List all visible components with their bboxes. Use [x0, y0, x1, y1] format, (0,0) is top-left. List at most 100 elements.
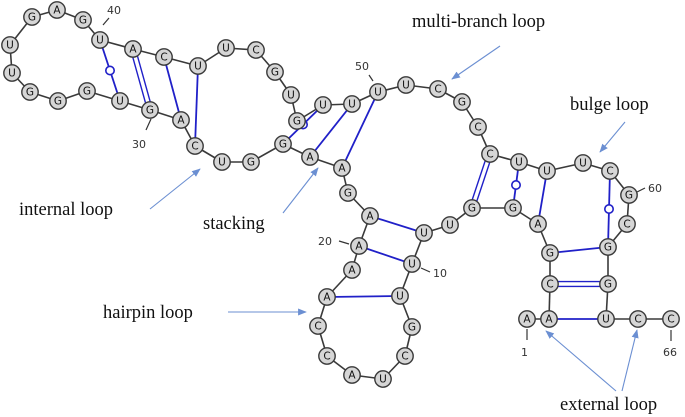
- nucleotide: U: [441, 216, 459, 234]
- nucleotide-circle: [599, 275, 617, 293]
- nucleotide: C: [481, 145, 499, 163]
- nucleotide-circle: [213, 153, 231, 171]
- nucleotide: U: [282, 86, 300, 104]
- nucleotide: C: [309, 317, 327, 335]
- nucleotide-base: C: [474, 122, 481, 134]
- nucleotide-circle: [274, 135, 292, 153]
- base-pair-gc: [134, 48, 153, 110]
- nucleotide: G: [599, 238, 617, 256]
- nucleotide-base: A: [545, 314, 553, 326]
- position-label-50: 50: [355, 60, 369, 73]
- nucleotide: U: [314, 96, 332, 114]
- nucleotide-circle: [403, 255, 421, 273]
- label-internal-loop: internal loop: [19, 200, 113, 220]
- label-hairpin-loop: hairpin loop: [103, 303, 193, 323]
- nucleotide: C: [469, 118, 487, 136]
- nucleotide-circle: [662, 310, 680, 328]
- nucleotide-base: G: [344, 188, 352, 200]
- nucleotide-base: U: [6, 40, 14, 52]
- nucleotide-base: C: [546, 279, 553, 291]
- nucleotide-base: G: [279, 139, 287, 151]
- nucleotide-base: A: [306, 152, 314, 164]
- nucleotide-base: G: [604, 279, 612, 291]
- nucleotide: A: [124, 40, 142, 58]
- position-label-20: 20: [318, 235, 332, 248]
- nucleotide: U: [415, 224, 433, 242]
- nucleotide-base: G: [79, 15, 87, 27]
- nucleotide: C: [186, 137, 204, 155]
- nucleotide-circle: [111, 92, 129, 110]
- nucleotide: C: [601, 162, 619, 180]
- nucleotide-circle: [540, 310, 558, 328]
- nucleotide: G: [541, 244, 559, 262]
- nucleotide: A: [48, 1, 66, 19]
- base-pair-gc: [473, 154, 493, 209]
- nucleotide-circle: [242, 153, 260, 171]
- nucleotide-base: U: [446, 220, 454, 232]
- tick-30: [145, 118, 152, 131]
- nucleotide-base: C: [252, 45, 259, 57]
- nucleotide: A: [301, 148, 319, 166]
- nucleotide-base: A: [323, 292, 331, 304]
- nucleotide-circle: [620, 186, 638, 204]
- nucleotide: G: [599, 275, 617, 293]
- nucleotide-circle: [343, 261, 361, 279]
- nucleotide-circle: [441, 216, 459, 234]
- arrow-stacking: [282, 167, 319, 214]
- label-stacking: stacking: [203, 214, 265, 234]
- nucleotide-circle: [21, 83, 39, 101]
- nucleotide-circle: [318, 288, 336, 306]
- nucleotide-base: U: [579, 158, 587, 170]
- nucleotide-base: A: [177, 115, 185, 127]
- nucleotide: G: [74, 11, 92, 29]
- nucleotide-base: A: [366, 211, 374, 223]
- label-external-loop: external loop: [560, 395, 657, 415]
- position-number-layer: 1 10 20 30 40 50 60 66: [102, 4, 677, 359]
- nucleotide: C: [429, 80, 447, 98]
- nucleotide-circle: [391, 287, 409, 305]
- nucleotide-circle: [397, 76, 415, 94]
- nucleotide-base: G: [408, 322, 416, 334]
- nucleotide: A: [343, 261, 361, 279]
- nucleotide: G: [266, 63, 284, 81]
- nucleotide-base: G: [604, 242, 612, 254]
- nucleotide-circle: [91, 31, 109, 49]
- nucleotide-base: G: [247, 157, 255, 169]
- nucleotide-circle: [429, 80, 447, 98]
- nucleotide-base: U: [420, 228, 428, 240]
- nucleotide-circle: [396, 347, 414, 365]
- nucleotide-base: A: [53, 5, 61, 17]
- nucleotide: U: [510, 153, 528, 171]
- nucleotide: U: [91, 31, 109, 49]
- annotation-layer: multi-branch loop bulge loop internal lo…: [19, 12, 657, 415]
- nucleotide-circle: [339, 184, 357, 202]
- nucleotide: U: [213, 153, 231, 171]
- nucleotide: A: [343, 366, 361, 384]
- nucleotide-base: G: [83, 86, 91, 98]
- base-pair-au: [309, 103, 353, 158]
- nucleotide-base: G: [625, 190, 633, 202]
- nucleotide-base: A: [355, 241, 363, 253]
- nucleotide: U: [3, 64, 21, 82]
- nucleotide-circle: [282, 86, 300, 104]
- nucleotide-circle: [266, 63, 284, 81]
- nucleotide-circle: [186, 137, 204, 155]
- nucleotide: A: [518, 310, 536, 328]
- nucleotide-base: U: [348, 99, 356, 111]
- nucleotide: G: [620, 186, 638, 204]
- position-label-30: 30: [132, 138, 146, 151]
- nucleotide-base: G: [546, 248, 554, 260]
- nucleotide-base: U: [194, 61, 202, 73]
- position-label-1: 1: [521, 346, 528, 359]
- nucleotide: U: [189, 57, 207, 75]
- nucleotide: U: [391, 287, 409, 305]
- nucleotide-circle: [74, 11, 92, 29]
- nucleotide-base: C: [323, 351, 330, 363]
- nucleotide-circle: [599, 238, 617, 256]
- nucleotide: G: [78, 82, 96, 100]
- nucleotide-base: A: [348, 265, 356, 277]
- tick-10: [420, 267, 431, 273]
- nucleotide-circle: [518, 310, 536, 328]
